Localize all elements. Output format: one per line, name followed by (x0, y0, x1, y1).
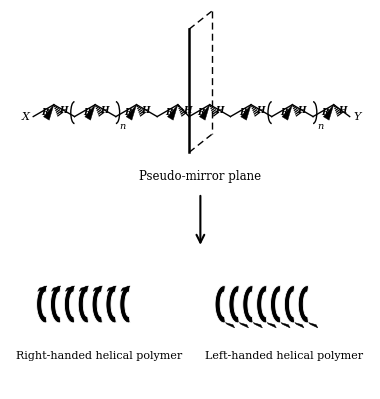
Text: R: R (239, 109, 246, 117)
Polygon shape (284, 286, 294, 323)
Polygon shape (79, 286, 89, 291)
Text: R: R (280, 109, 288, 117)
Text: H: H (100, 106, 109, 115)
Polygon shape (106, 286, 116, 323)
Polygon shape (200, 105, 210, 120)
Polygon shape (38, 286, 47, 291)
Polygon shape (271, 286, 281, 323)
Text: Left-handed helical polymer: Left-handed helical polymer (205, 351, 363, 361)
Polygon shape (126, 105, 136, 120)
Polygon shape (120, 286, 130, 323)
Polygon shape (225, 322, 235, 328)
Polygon shape (267, 322, 276, 328)
Polygon shape (256, 286, 267, 323)
Polygon shape (298, 286, 309, 323)
Text: H: H (256, 106, 264, 115)
Polygon shape (243, 286, 253, 323)
Text: n: n (120, 122, 126, 131)
Text: H: H (183, 106, 191, 115)
Polygon shape (85, 105, 95, 120)
Polygon shape (121, 286, 130, 291)
Polygon shape (239, 322, 249, 328)
Text: R: R (198, 109, 205, 117)
Text: H: H (59, 106, 67, 115)
Text: R: R (42, 109, 49, 117)
Polygon shape (323, 105, 334, 120)
Polygon shape (229, 286, 239, 323)
Text: Pseudo-mirror plane: Pseudo-mirror plane (139, 170, 261, 183)
Polygon shape (253, 322, 263, 328)
Text: R: R (124, 109, 132, 117)
Polygon shape (44, 105, 54, 120)
Polygon shape (281, 322, 290, 328)
Polygon shape (294, 322, 304, 328)
Polygon shape (107, 286, 116, 291)
Text: H: H (141, 106, 150, 115)
Text: Right-handed helical polymer: Right-handed helical polymer (16, 351, 182, 361)
Text: R: R (166, 109, 173, 117)
Text: H: H (215, 106, 223, 115)
Text: X: X (22, 112, 30, 122)
Polygon shape (65, 286, 75, 291)
Text: H: H (339, 106, 347, 115)
Polygon shape (215, 286, 225, 323)
Polygon shape (309, 322, 318, 328)
Polygon shape (168, 105, 178, 120)
Polygon shape (52, 286, 61, 291)
Polygon shape (241, 105, 251, 120)
Text: H: H (298, 106, 306, 115)
Text: R: R (83, 109, 90, 117)
Polygon shape (64, 286, 75, 323)
Polygon shape (78, 286, 89, 323)
Polygon shape (92, 286, 102, 323)
Polygon shape (36, 286, 47, 323)
Polygon shape (282, 105, 293, 120)
Text: R: R (321, 109, 329, 117)
Text: Y: Y (353, 112, 361, 122)
Polygon shape (93, 286, 102, 291)
Text: n: n (317, 122, 323, 131)
Polygon shape (51, 286, 61, 323)
